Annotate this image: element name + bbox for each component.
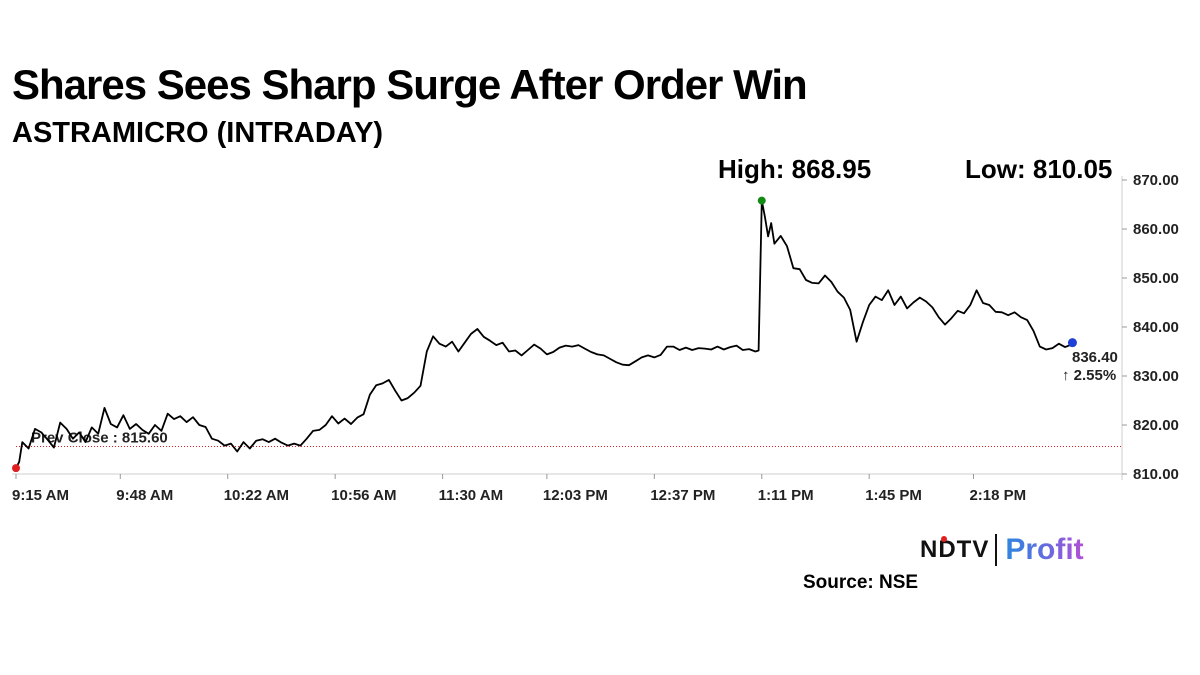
source-label: Source: NSE bbox=[803, 572, 919, 593]
low-marker bbox=[12, 464, 20, 473]
high-label: High: 868.95 bbox=[718, 154, 872, 184]
chart-title: Shares Sees Sharp Surge After Order Win bbox=[12, 61, 808, 108]
y-tick-label: 830.00 bbox=[1133, 368, 1179, 385]
axis-layer: 870.00 860.00 850.00 840.00 830.00 820.00 810.… bbox=[12, 172, 1179, 504]
x-tick-label: 2:18 PM bbox=[969, 487, 1026, 504]
x-tick-label: 10:56 AM bbox=[331, 487, 396, 504]
chart-subtitle: ASTRAMICRO (INTRADAY) bbox=[12, 117, 384, 149]
y-tick-label: 850.00 bbox=[1133, 270, 1179, 287]
logo-profit-text: Profit bbox=[1005, 533, 1084, 566]
x-tick-label: 10:22 AM bbox=[224, 487, 289, 504]
price-line bbox=[15, 199, 1072, 469]
x-tick-label: 11:30 AM bbox=[439, 487, 503, 504]
low-label: Low: 810.05 bbox=[965, 154, 1113, 184]
x-tick-label: 9:48 AM bbox=[116, 487, 173, 504]
x-tick-label: 12:03 PM bbox=[543, 487, 608, 504]
prev-close-label: Prev Close : 815.60 bbox=[31, 430, 168, 447]
x-tick-label: 12:37 PM bbox=[650, 487, 715, 504]
y-tick-label: 820.00 bbox=[1133, 417, 1179, 434]
ndtv-profit-logo: NDTV Profit bbox=[920, 532, 1084, 568]
y-tick-label: 860.00 bbox=[1133, 221, 1179, 238]
logo-ndtv-text: NDTV bbox=[920, 536, 990, 563]
last-price-marker bbox=[1067, 338, 1077, 348]
change-label: ↑ 2.55% bbox=[1062, 367, 1116, 384]
last-price-label: 836.40 bbox=[1072, 349, 1118, 366]
high-marker bbox=[757, 196, 766, 205]
logo-separator bbox=[995, 534, 998, 566]
y-tick-label: 870.00 bbox=[1133, 172, 1179, 189]
y-tick-label: 810.00 bbox=[1133, 466, 1179, 483]
x-tick-label: 9:15 AM bbox=[12, 487, 69, 504]
y-tick-label: 840.00 bbox=[1133, 319, 1179, 336]
x-tick-label: 1:11 PM bbox=[758, 487, 814, 504]
x-tick-label: 1:45 PM bbox=[865, 487, 922, 504]
logo-red-dot bbox=[941, 536, 947, 542]
plot-layer: Prev Close : 815.60 836.40↑ 2.55% bbox=[12, 196, 1122, 473]
